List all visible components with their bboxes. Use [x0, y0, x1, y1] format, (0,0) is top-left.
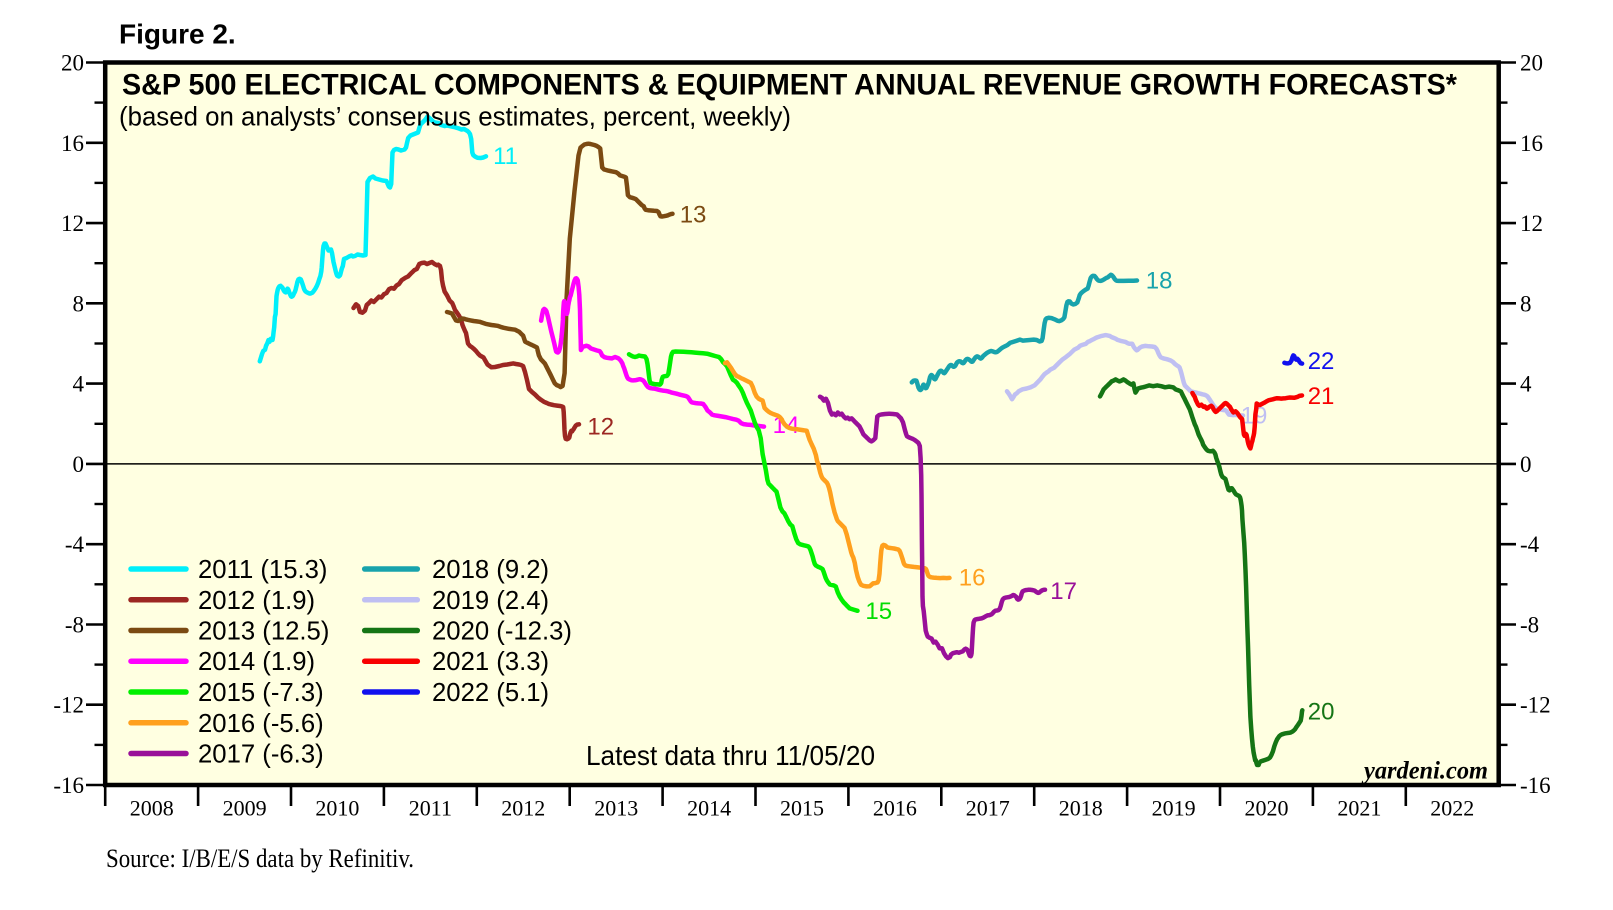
svg-text:8: 8 — [73, 291, 85, 316]
svg-text:11: 11 — [493, 143, 518, 170]
svg-text:13: 13 — [680, 201, 707, 228]
svg-text:16: 16 — [959, 564, 986, 591]
svg-text:-16: -16 — [53, 773, 84, 798]
svg-text:17: 17 — [1050, 578, 1077, 605]
svg-text:2011: 2011 — [409, 796, 452, 821]
svg-text:2008: 2008 — [130, 796, 174, 821]
svg-text:2014 (1.9): 2014 (1.9) — [198, 648, 315, 676]
svg-text:2015: 2015 — [780, 796, 824, 821]
svg-text:2016: 2016 — [873, 796, 917, 821]
svg-text:2012: 2012 — [501, 796, 545, 821]
svg-text:12: 12 — [1520, 211, 1543, 236]
svg-text:(based on analysts’ consensus: (based on analysts’ consensus estimates,… — [119, 102, 791, 132]
svg-text:2013 (12.5): 2013 (12.5) — [198, 618, 329, 646]
svg-text:2011 (15.3): 2011 (15.3) — [198, 556, 327, 584]
svg-text:2015 (-7.3): 2015 (-7.3) — [198, 679, 324, 707]
svg-text:2017: 2017 — [966, 796, 1010, 821]
svg-text:Latest data thru 11/05/20: Latest data thru 11/05/20 — [586, 740, 875, 771]
svg-text:Figure 2.: Figure 2. — [119, 19, 236, 50]
svg-text:21: 21 — [1308, 383, 1335, 410]
svg-text:2010: 2010 — [315, 796, 359, 821]
svg-text:2019 (2.4): 2019 (2.4) — [432, 587, 549, 615]
svg-text:12: 12 — [61, 211, 84, 236]
svg-text:2018 (9.2): 2018 (9.2) — [432, 556, 549, 584]
svg-text:2022 (5.1): 2022 (5.1) — [432, 679, 549, 707]
svg-text:-12: -12 — [53, 693, 84, 718]
svg-text:2016 (-5.6): 2016 (-5.6) — [198, 710, 324, 738]
svg-text:0: 0 — [1520, 452, 1532, 477]
svg-text:2009: 2009 — [223, 796, 267, 821]
svg-text:2013: 2013 — [594, 796, 638, 821]
svg-text:18: 18 — [1146, 268, 1173, 295]
svg-text:12: 12 — [587, 413, 614, 440]
svg-text:-4: -4 — [65, 532, 85, 557]
svg-text:Source: I/B/E/S data by Refini: Source: I/B/E/S data by Refinitiv. — [106, 844, 414, 873]
svg-text:20: 20 — [1308, 699, 1335, 726]
svg-text:16: 16 — [61, 131, 84, 156]
svg-text:-12: -12 — [1520, 693, 1551, 718]
svg-text:2020 (-12.3): 2020 (-12.3) — [432, 618, 572, 646]
svg-text:4: 4 — [73, 372, 85, 397]
svg-text:16: 16 — [1520, 131, 1543, 156]
svg-text:2018: 2018 — [1059, 796, 1103, 821]
svg-text:2021: 2021 — [1337, 796, 1381, 821]
svg-text:2021 (3.3): 2021 (3.3) — [432, 648, 549, 676]
svg-text:S&P 500 ELECTRICAL COMPONENTS: S&P 500 ELECTRICAL COMPONENTS & EQUIPMEN… — [122, 69, 1457, 102]
svg-text:-8: -8 — [1520, 613, 1539, 638]
svg-text:2019: 2019 — [1152, 796, 1196, 821]
svg-text:2022: 2022 — [1430, 796, 1474, 821]
svg-text:-8: -8 — [65, 613, 84, 638]
svg-text:4: 4 — [1520, 372, 1532, 397]
svg-text:22: 22 — [1308, 348, 1335, 375]
svg-text:-4: -4 — [1520, 532, 1540, 557]
svg-text:-16: -16 — [1520, 773, 1551, 798]
svg-text:0: 0 — [73, 452, 85, 477]
svg-text:15: 15 — [865, 598, 892, 625]
svg-text:2020: 2020 — [1245, 796, 1289, 821]
svg-text:20: 20 — [61, 51, 84, 76]
svg-text:2017 (-6.3): 2017 (-6.3) — [198, 741, 324, 769]
svg-text:8: 8 — [1520, 291, 1532, 316]
svg-text:2014: 2014 — [687, 796, 731, 821]
svg-text:yardeni.com: yardeni.com — [1361, 758, 1488, 785]
svg-text:20: 20 — [1520, 51, 1543, 76]
svg-text:2012 (1.9): 2012 (1.9) — [198, 587, 315, 615]
